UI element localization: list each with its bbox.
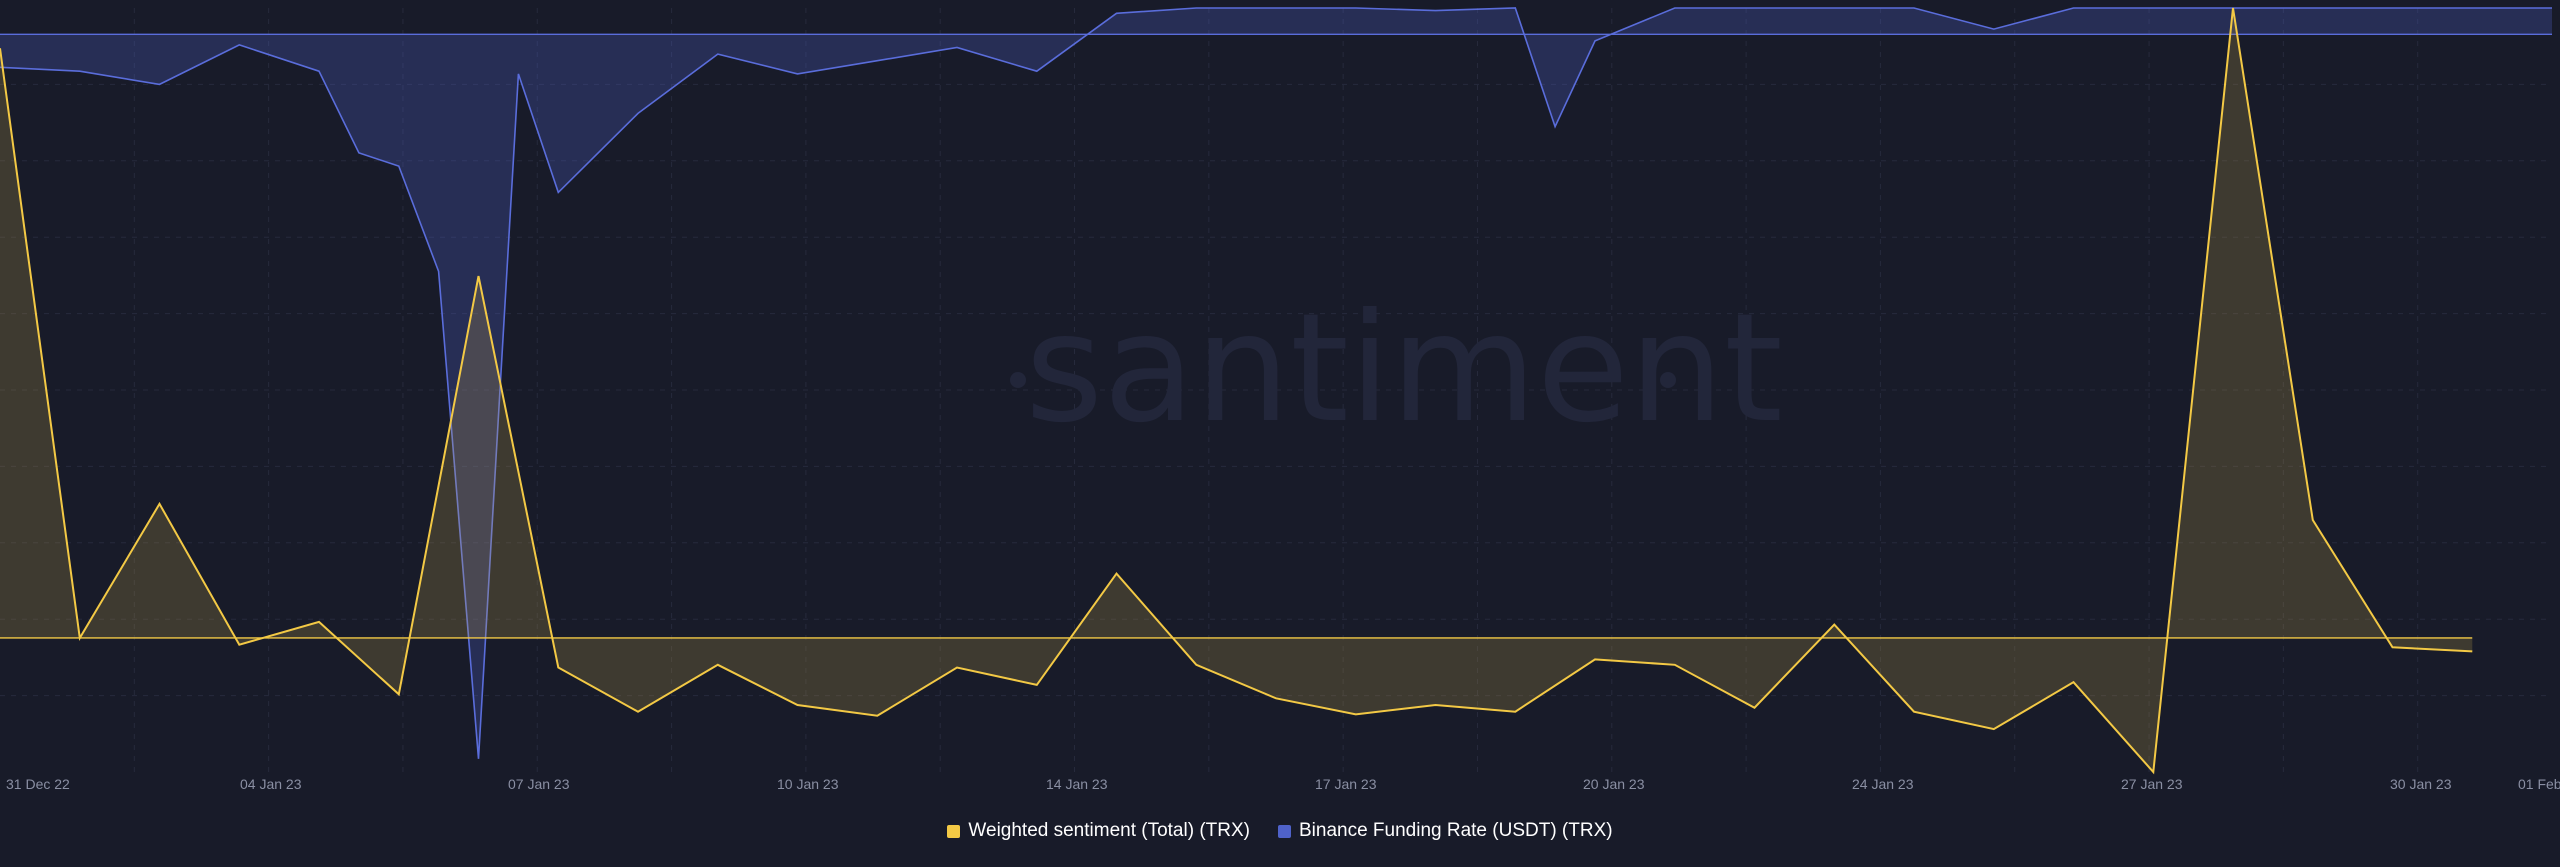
legend-item-funding-rate[interactable]: Binance Funding Rate (USDT) (TRX) [1277, 820, 1613, 842]
x-tick-label: 04 Jan 23 [240, 776, 302, 792]
funding-rate-series [0, 7, 2552, 759]
x-tick-label: 14 Jan 23 [1046, 776, 1108, 792]
x-tick-label: 20 Jan 23 [1583, 776, 1645, 792]
legend-label-funding-rate: Binance Funding Rate (USDT) (TRX) [1298, 820, 1613, 841]
legend-swatch-sentiment [947, 824, 961, 838]
x-tick-label: 27 Jan 23 [2121, 776, 2183, 792]
x-tick-label: 30 Jan 23 [2390, 776, 2452, 792]
x-axis: 31 Dec 22 04 Jan 23 07 Jan 23 10 Jan 23 14 J… [6, 776, 2560, 792]
x-tick-label: 07 Jan 23 [508, 776, 570, 792]
x-tick-label: 24 Jan 23 [1852, 776, 1914, 792]
sentiment-line [0, 7, 2473, 775]
legend-item-sentiment[interactable]: Weighted sentiment (Total) (TRX) [947, 820, 1250, 842]
sentiment-series [0, 7, 2473, 775]
legend-swatch-funding-rate [1277, 824, 1291, 838]
x-tick-label: 01 Feb [2518, 776, 2560, 792]
x-tick-label: 17 Jan 23 [1315, 776, 1377, 792]
grid [0, 8, 2552, 772]
legend: Weighted sentiment (Total) (TRX) Binance… [0, 820, 2560, 842]
x-tick-label: 31 Dec 22 [6, 776, 70, 792]
legend-label-sentiment: Weighted sentiment (Total) (TRX) [968, 820, 1250, 841]
watermark: santiment [1010, 282, 1783, 456]
watermark-dot-right [1660, 372, 1676, 388]
watermark-text: santiment [1025, 282, 1783, 456]
watermark-dot-left [1010, 372, 1026, 388]
funding-rate-line [0, 7, 2552, 759]
chart-svg: santiment 31 Dec 22 04 Jan 23 07 Jan 23 10 … [0, 7, 2560, 792]
x-tick-label: 10 Jan 23 [777, 776, 839, 792]
